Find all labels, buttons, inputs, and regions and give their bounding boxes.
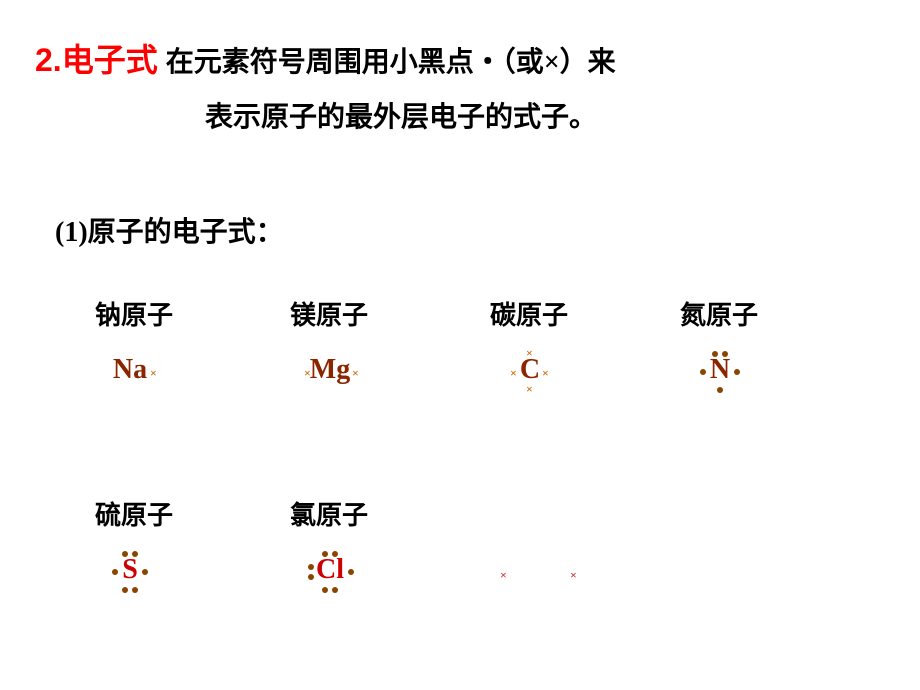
electron-dot: [734, 369, 740, 375]
electron-cross: ×: [526, 347, 533, 359]
electron-dot: [308, 574, 314, 580]
electron-dot: [308, 564, 314, 570]
electron-dot: [322, 587, 328, 593]
symbol-cl: Cl: [316, 554, 344, 586]
label-cl: 氯原子: [290, 495, 368, 532]
electron-dot: [122, 587, 128, 593]
electron-dot: [112, 569, 118, 575]
electron-dot: [700, 369, 706, 375]
electron-cross: ×: [500, 569, 507, 581]
electron-cross: ×: [352, 367, 359, 379]
electron-cross: ×: [542, 367, 549, 379]
electron-dot: [332, 587, 338, 593]
title-row: 2. 电子式 在元素符号周围用小黑点・（或×）来: [35, 35, 616, 81]
electron-cross: ×: [150, 367, 157, 379]
electron-cross: ×: [526, 383, 533, 395]
lewis-c: C × × × ×: [480, 335, 580, 405]
section-title: 电子式: [62, 35, 158, 81]
lewis-mg: Mg × ×: [280, 335, 380, 405]
lewis-n: N: [670, 335, 770, 405]
symbol-mg: Mg: [310, 354, 350, 386]
label-c: 碳原子: [490, 295, 568, 332]
electron-dot: [722, 351, 728, 357]
symbol-s: S: [122, 554, 138, 586]
definition-line2: 表示原子的最外层电子的式子。: [205, 95, 597, 135]
lewis-placeholder: × ×: [480, 535, 580, 605]
electron-dot: [122, 551, 128, 557]
lewis-s: S: [80, 535, 180, 605]
definition-line1: 在元素符号周围用小黑点・（或×）来: [166, 40, 616, 80]
lewis-na: Na ×: [80, 335, 180, 405]
electron-cross: ×: [304, 367, 311, 379]
label-na: 钠原子: [95, 295, 173, 332]
electron-dot: [322, 551, 328, 557]
electron-dot: [132, 551, 138, 557]
label-s: 硫原子: [95, 495, 173, 532]
electron-dot: [132, 587, 138, 593]
lewis-cl: Cl: [280, 535, 380, 605]
electron-dot: [712, 351, 718, 357]
electron-cross: ×: [510, 367, 517, 379]
electron-dot: [332, 551, 338, 557]
subsection-label: (1)原子的电子式：: [55, 210, 284, 250]
label-mg: 镁原子: [290, 295, 368, 332]
electron-dot: [717, 387, 723, 393]
label-n: 氮原子: [680, 295, 758, 332]
symbol-n: N: [710, 354, 730, 386]
section-number: 2.: [35, 42, 62, 79]
electron-dot: [348, 569, 354, 575]
electron-dot: [142, 569, 148, 575]
electron-cross: ×: [570, 569, 577, 581]
symbol-na: Na: [113, 354, 147, 386]
